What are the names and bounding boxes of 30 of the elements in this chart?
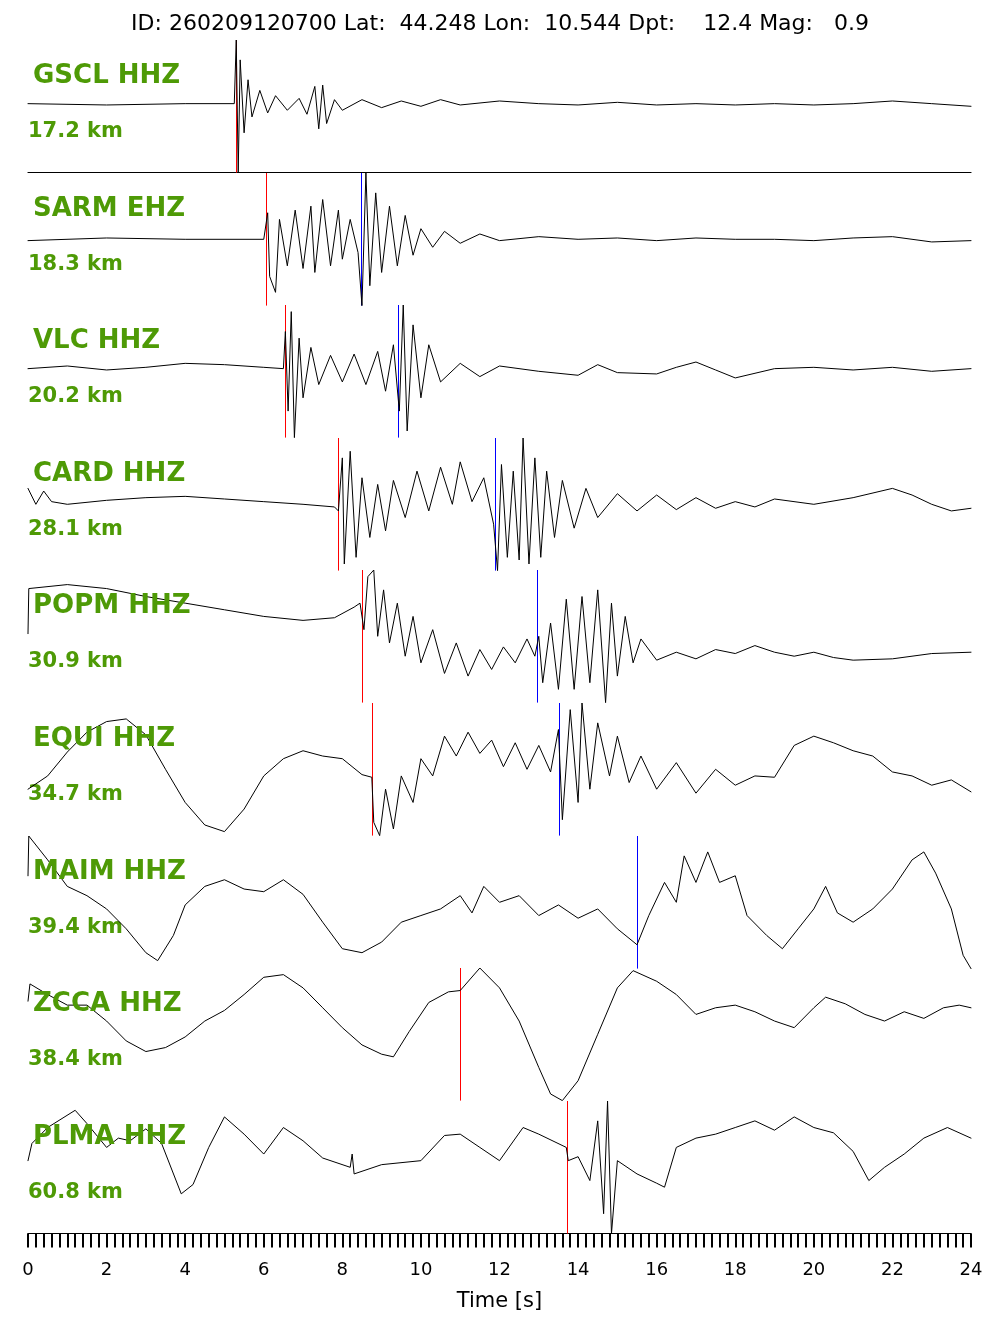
x-tick-label: 18 bbox=[723, 1257, 747, 1279]
text: VLC HHZ bbox=[33, 324, 161, 355]
x-tick-label: 12 bbox=[488, 1257, 511, 1279]
x-tick-label: 8 bbox=[336, 1257, 349, 1279]
x-tick-label: 2 bbox=[100, 1257, 113, 1279]
text: CARD HHZ bbox=[33, 456, 186, 487]
x-tick-label: 0 bbox=[22, 1257, 34, 1279]
annotation: 34.7 km bbox=[28, 780, 123, 805]
annotation: 30.9 km bbox=[28, 647, 123, 672]
chart-title: ID: 260209120700 Lat: 44.248 Lon: 10.544 Dpt: 12.4 Mag: 0.9 bbox=[131, 9, 869, 35]
text: SARM EHZ bbox=[33, 191, 186, 222]
x-tick-label: 6 bbox=[258, 1257, 270, 1279]
text: POPM HHZ bbox=[33, 589, 191, 620]
annotation: 38.4 km bbox=[28, 1045, 123, 1070]
annotation: 39.4 km bbox=[28, 913, 123, 938]
annotation: 20.2 km bbox=[28, 382, 123, 407]
x-tick-label: 24 bbox=[959, 1257, 983, 1279]
annotation: 28.1 km bbox=[28, 515, 123, 540]
x-tick-label: 10 bbox=[409, 1257, 433, 1279]
x-tick-label: 16 bbox=[645, 1257, 669, 1279]
annotation: 18.3 km bbox=[28, 250, 123, 275]
x-tick-label: 4 bbox=[179, 1257, 191, 1279]
x-tick-label: 14 bbox=[566, 1257, 590, 1279]
x-axis-title: Time [s] bbox=[455, 1287, 543, 1312]
annotation: 17.2 km bbox=[28, 117, 123, 142]
x-tick-label: 22 bbox=[880, 1257, 904, 1279]
text: MAIM HHZ bbox=[33, 854, 186, 885]
annotation: 60.8 km bbox=[28, 1178, 123, 1203]
x-tick-label: 20 bbox=[802, 1257, 826, 1279]
text: GSCL HHZ bbox=[33, 59, 181, 89]
